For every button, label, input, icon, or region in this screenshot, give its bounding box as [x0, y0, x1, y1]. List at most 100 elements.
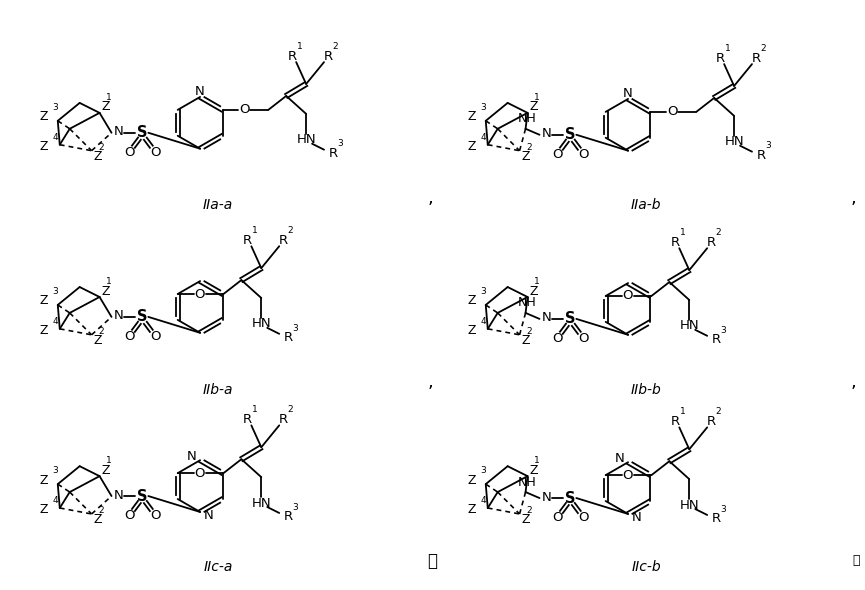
Text: ,: ,	[850, 189, 855, 208]
Text: N: N	[186, 450, 196, 463]
Text: ,: ,	[427, 373, 432, 391]
Text: Z: Z	[39, 474, 48, 487]
Text: NH: NH	[518, 296, 537, 310]
Text: IIc-a: IIc-a	[203, 560, 233, 573]
Text: Z: Z	[467, 110, 476, 123]
Text: 3: 3	[292, 503, 298, 512]
Text: 1: 1	[297, 42, 303, 51]
Text: N: N	[195, 86, 205, 99]
Text: HN: HN	[679, 499, 699, 512]
Text: 4: 4	[480, 133, 486, 142]
Text: S: S	[138, 309, 148, 325]
Text: 2: 2	[526, 143, 531, 152]
Text: 3: 3	[52, 287, 58, 296]
Text: R: R	[329, 147, 337, 160]
Text: ,: ,	[850, 373, 855, 391]
Text: 1: 1	[534, 456, 540, 466]
Text: Z: Z	[467, 140, 476, 153]
Text: O: O	[195, 287, 205, 300]
Text: R: R	[712, 333, 721, 346]
Text: 2: 2	[526, 506, 531, 515]
Text: 2: 2	[760, 44, 766, 53]
Text: O: O	[552, 512, 562, 525]
Text: Z: Z	[39, 503, 48, 516]
Text: 。: 。	[852, 554, 860, 567]
Text: HN: HN	[297, 133, 316, 146]
Text: Z: Z	[39, 294, 48, 307]
Text: O: O	[125, 509, 135, 523]
Text: 或: 或	[427, 552, 437, 570]
Text: IIc-b: IIc-b	[631, 560, 661, 573]
Text: Z: Z	[522, 150, 530, 163]
Text: Z: Z	[529, 100, 538, 113]
Text: O: O	[622, 290, 633, 303]
Text: O: O	[125, 146, 135, 159]
Text: O: O	[195, 467, 205, 480]
Text: HN: HN	[252, 317, 271, 330]
Text: Z: Z	[39, 324, 48, 337]
Text: NH: NH	[518, 476, 537, 489]
Text: 3: 3	[480, 103, 486, 112]
Text: Z: Z	[101, 100, 110, 113]
Text: Z: Z	[522, 513, 530, 526]
Text: 4: 4	[480, 496, 486, 505]
Text: 2: 2	[98, 143, 104, 152]
Text: O: O	[552, 332, 562, 345]
Text: Z: Z	[467, 474, 476, 487]
Text: Z: Z	[522, 335, 530, 348]
Text: R: R	[752, 51, 760, 65]
Text: R: R	[670, 415, 680, 428]
Text: R: R	[243, 413, 252, 426]
Text: R: R	[279, 413, 288, 426]
Text: R: R	[756, 149, 766, 162]
Text: O: O	[150, 330, 161, 343]
Text: 1: 1	[252, 226, 258, 235]
Text: 4: 4	[52, 496, 58, 505]
Text: 1: 1	[534, 93, 540, 102]
Text: Z: Z	[101, 284, 110, 297]
Text: 3: 3	[52, 466, 58, 475]
Text: S: S	[138, 125, 148, 140]
Text: 3: 3	[721, 504, 727, 514]
Text: N: N	[113, 489, 124, 502]
Text: N: N	[632, 512, 642, 525]
Text: 3: 3	[721, 326, 727, 335]
Text: N: N	[541, 312, 551, 325]
Text: R: R	[284, 332, 292, 345]
Text: 1: 1	[534, 277, 540, 286]
Text: O: O	[667, 106, 677, 119]
Text: R: R	[288, 50, 297, 63]
Text: N: N	[113, 309, 124, 322]
Text: N: N	[623, 87, 633, 100]
Text: 1: 1	[725, 44, 730, 53]
Text: O: O	[125, 330, 135, 343]
Text: O: O	[239, 103, 250, 116]
Text: IIa-b: IIa-b	[631, 198, 661, 212]
Text: 4: 4	[480, 317, 486, 326]
Text: O: O	[552, 148, 562, 161]
Text: R: R	[324, 50, 332, 63]
Text: 3: 3	[480, 466, 486, 475]
Text: S: S	[565, 127, 575, 142]
Text: 2: 2	[98, 327, 104, 336]
Text: 1: 1	[680, 407, 686, 416]
Text: Z: Z	[101, 464, 110, 477]
Text: 2: 2	[98, 506, 104, 515]
Text: NH: NH	[518, 112, 537, 125]
Text: Z: Z	[529, 284, 538, 297]
Text: N: N	[541, 127, 551, 140]
Text: N: N	[204, 509, 214, 523]
Text: HN: HN	[724, 135, 744, 148]
Text: 4: 4	[52, 133, 58, 142]
Text: Z: Z	[93, 513, 102, 526]
Text: 1: 1	[106, 93, 112, 102]
Text: Z: Z	[467, 503, 476, 516]
Text: Z: Z	[39, 140, 48, 153]
Text: 2: 2	[332, 42, 338, 51]
Text: 3: 3	[766, 142, 772, 150]
Text: R: R	[712, 513, 721, 526]
Text: O: O	[150, 509, 161, 523]
Text: 2: 2	[715, 407, 721, 416]
Text: S: S	[138, 489, 148, 503]
Text: Z: Z	[39, 110, 48, 123]
